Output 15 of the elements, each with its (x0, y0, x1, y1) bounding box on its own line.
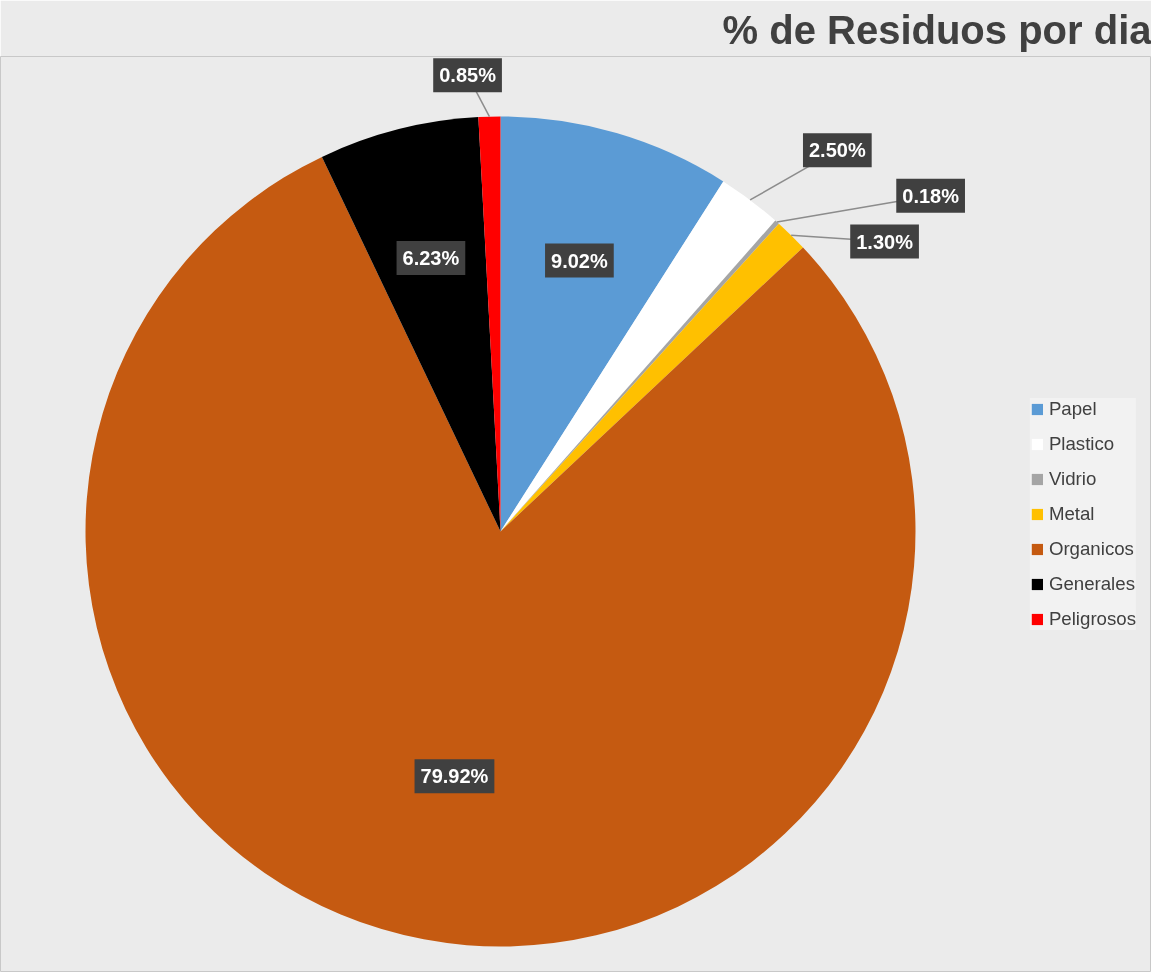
data-label: 9.02% (551, 249, 608, 272)
data-label: 0.85% (439, 64, 497, 87)
legend-label: Generales (1048, 573, 1135, 595)
data-label: 1.30% (856, 230, 914, 253)
legend-label: Vidrio (1048, 468, 1097, 490)
data-label: 0.18% (902, 184, 960, 207)
data-label: 6.23% (402, 247, 460, 270)
legend-label: Papel (1048, 398, 1097, 420)
legend-label: Organicos (1048, 538, 1134, 560)
chart-title: % de Residuos por dia (722, 7, 1151, 52)
data-label: 2.50% (808, 139, 866, 162)
data-label: 79.92% (420, 765, 489, 788)
legend-label: Peligrosos (1048, 608, 1136, 630)
legend-label: Metal (1048, 503, 1095, 525)
legend-label: Plastico (1048, 433, 1115, 455)
